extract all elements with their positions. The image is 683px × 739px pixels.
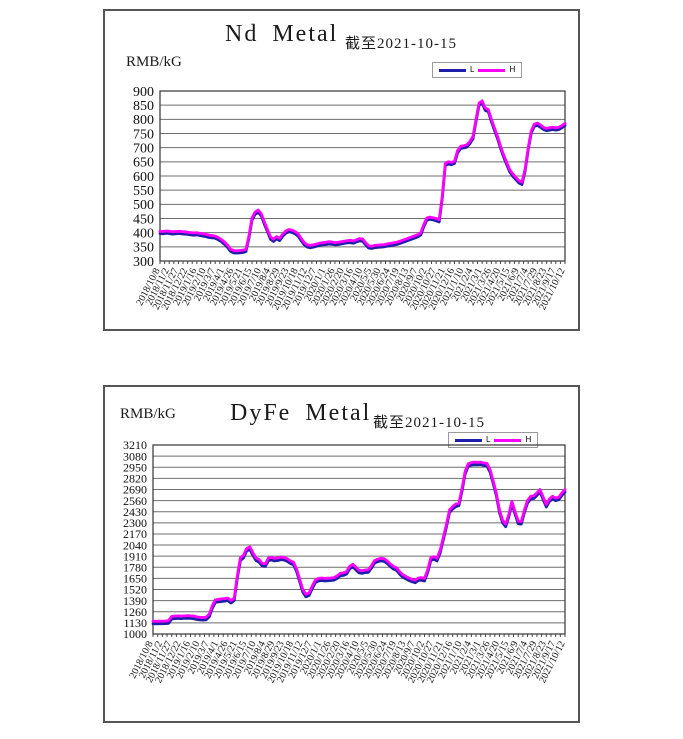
- dyfe-metal-chart-panel: DyFe Metal 截至2021-10-15 RMB/kG L H 3210 3…: [103, 385, 580, 723]
- dyfe-legend-label-L: L: [486, 435, 491, 444]
- y-tick-label: 600: [133, 170, 154, 185]
- nd-chart-title: Nd Metal: [225, 21, 339, 47]
- nd-y-unit-label: RMB/kG: [126, 54, 182, 70]
- nd-legend: L H: [432, 62, 523, 78]
- nd-chart-subtitle: 截至2021-10-15: [345, 36, 457, 52]
- y-tick-label: 2560: [123, 494, 147, 508]
- dyfe-chart-plot: 3210308029502820269025602430230021702040…: [123, 438, 568, 685]
- legend-line-L-icon: [439, 68, 466, 72]
- y-tick-label: 750: [133, 127, 154, 142]
- dyfe-y-unit-label: RMB/kG: [120, 406, 176, 422]
- y-tick-label: 800: [133, 113, 154, 128]
- y-tick-label: 650: [133, 156, 154, 171]
- y-tick-label: 1520: [123, 583, 147, 597]
- series-line-L: [158, 101, 567, 255]
- y-tick-label: 300: [133, 255, 154, 270]
- y-tick-label: 700: [133, 142, 154, 157]
- y-tick-label: 1260: [123, 605, 147, 619]
- y-tick-label: 1910: [123, 549, 147, 563]
- y-tick-label: 350: [133, 241, 154, 256]
- y-tick-label: 2170: [123, 527, 147, 541]
- y-tick-label: 450: [133, 212, 154, 227]
- y-tick-label: 2820: [123, 472, 147, 486]
- legend-line-H-icon: [494, 438, 522, 442]
- y-tick-label: 2300: [123, 516, 147, 530]
- legend-line-L-icon: [455, 438, 482, 442]
- y-tick-label: 1650: [123, 572, 147, 586]
- y-tick-label: 1780: [123, 560, 147, 574]
- y-tick-label: 850: [133, 99, 154, 114]
- nd-legend-label-L: L: [470, 65, 475, 74]
- series-line-H: [158, 99, 567, 253]
- dyfe-legend: L H: [448, 432, 539, 448]
- y-tick-label: 400: [133, 227, 154, 242]
- series-line-H: [151, 460, 567, 623]
- nd-legend-label-H: H: [509, 65, 516, 74]
- dyfe-chart-title: DyFe Metal: [230, 400, 372, 426]
- y-tick-label: 3210: [123, 438, 147, 452]
- y-tick-label: 2040: [123, 538, 147, 552]
- nd-chart-plot: 9008508007507006506005505004504003503002…: [133, 85, 568, 312]
- y-tick-label: 1130: [123, 616, 147, 630]
- y-tick-label: 3080: [123, 449, 147, 463]
- y-tick-label: 1000: [123, 627, 147, 641]
- nd-metal-chart-panel: Nd Metal 截至2021-10-15 RMB/kG L H 900 850 8…: [103, 9, 580, 331]
- y-tick-label: 500: [133, 198, 154, 213]
- y-tick-label: 2430: [123, 505, 147, 519]
- legend-line-H-icon: [478, 68, 506, 72]
- y-tick-label: 900: [133, 85, 154, 100]
- y-tick-label: 1390: [123, 594, 147, 608]
- y-tick-label: 2690: [123, 483, 147, 497]
- y-tick-label: 550: [133, 184, 154, 199]
- dyfe-chart-subtitle: 截至2021-10-15: [373, 415, 485, 431]
- dyfe-legend-label-H: H: [525, 435, 532, 444]
- y-tick-label: 2950: [123, 460, 147, 474]
